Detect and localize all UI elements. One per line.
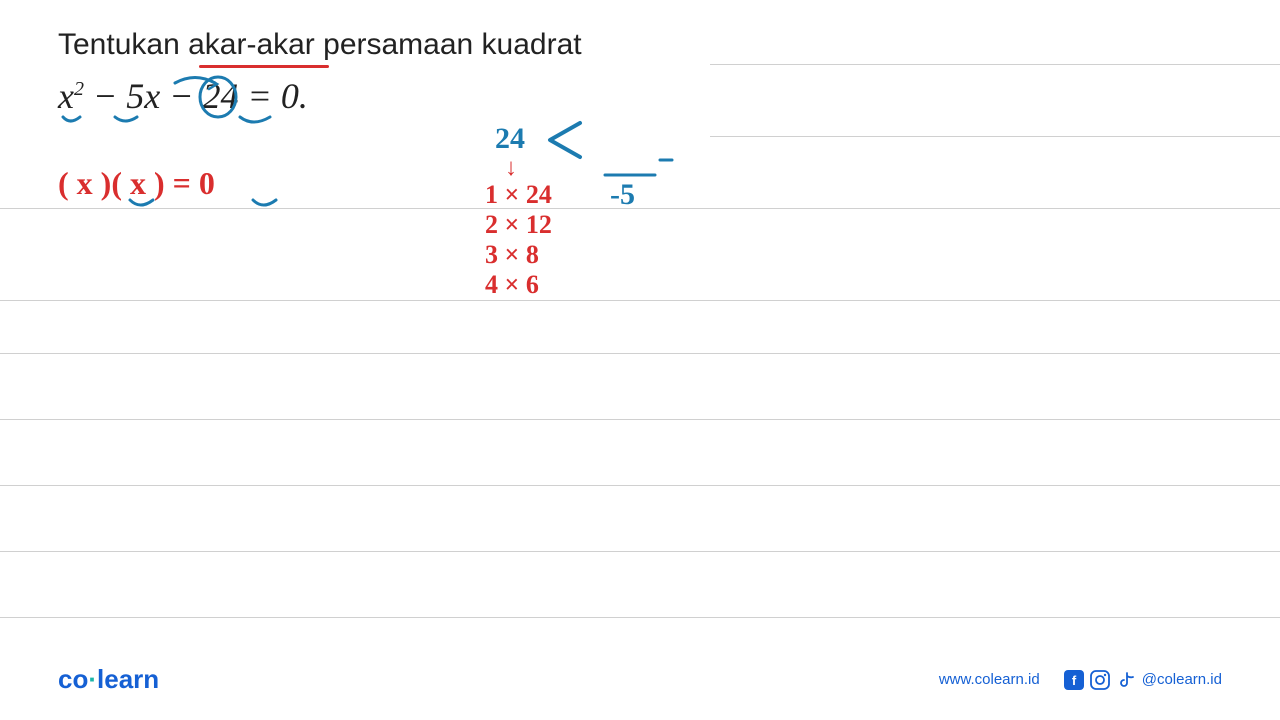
ruled-line	[0, 353, 1280, 354]
problem-text: Tentukan akar-akar persamaan kuadrat	[58, 28, 582, 62]
instagram-icon[interactable]	[1090, 670, 1110, 690]
down-arrow-icon: ↓	[505, 155, 517, 182]
angle-bracket-icon	[540, 115, 600, 165]
facebook-icon[interactable]: f	[1064, 670, 1084, 690]
footer: co·learn www.colearn.id f @colearn.id	[0, 664, 1280, 695]
ruled-line	[710, 136, 1280, 137]
equation: x2 − 5x − 24 = 0.	[58, 75, 308, 117]
footer-right: www.colearn.id f @colearn.id	[939, 670, 1222, 690]
factor-row: 1 × 24	[485, 180, 552, 210]
logo-learn: learn	[97, 664, 159, 694]
factor-row: 3 × 8	[485, 240, 552, 270]
ruled-line	[710, 64, 1280, 65]
equation-x: x	[58, 76, 74, 116]
factor-row: 4 × 6	[485, 270, 552, 300]
ruled-line	[0, 551, 1280, 552]
factor-row: 2 × 12	[485, 210, 552, 240]
target-product: 24	[495, 122, 525, 156]
equation-rest: − 5x − 24 = 0.	[84, 76, 308, 116]
footer-url[interactable]: www.colearn.id	[939, 671, 1040, 688]
ruled-line	[0, 419, 1280, 420]
svg-text:f: f	[1072, 673, 1077, 688]
underline-annotation	[199, 65, 329, 68]
equation-sup: 2	[74, 78, 84, 100]
ruled-line	[0, 617, 1280, 618]
ruled-line	[0, 208, 1280, 209]
tiktok-icon[interactable]	[1116, 670, 1136, 690]
factored-expression: ( x )( x ) = 0	[58, 165, 215, 202]
logo-co: co	[58, 664, 88, 694]
logo-dot: ·	[88, 664, 97, 694]
ruled-line	[0, 485, 1280, 486]
sum-target: -5	[610, 178, 635, 212]
social-group: f @colearn.id	[1064, 670, 1222, 690]
ruled-line	[0, 300, 1280, 301]
social-handle[interactable]: @colearn.id	[1142, 671, 1222, 688]
factor-list: 1 × 24 2 × 12 3 × 8 4 × 6	[485, 180, 552, 300]
logo: co·learn	[58, 664, 159, 695]
